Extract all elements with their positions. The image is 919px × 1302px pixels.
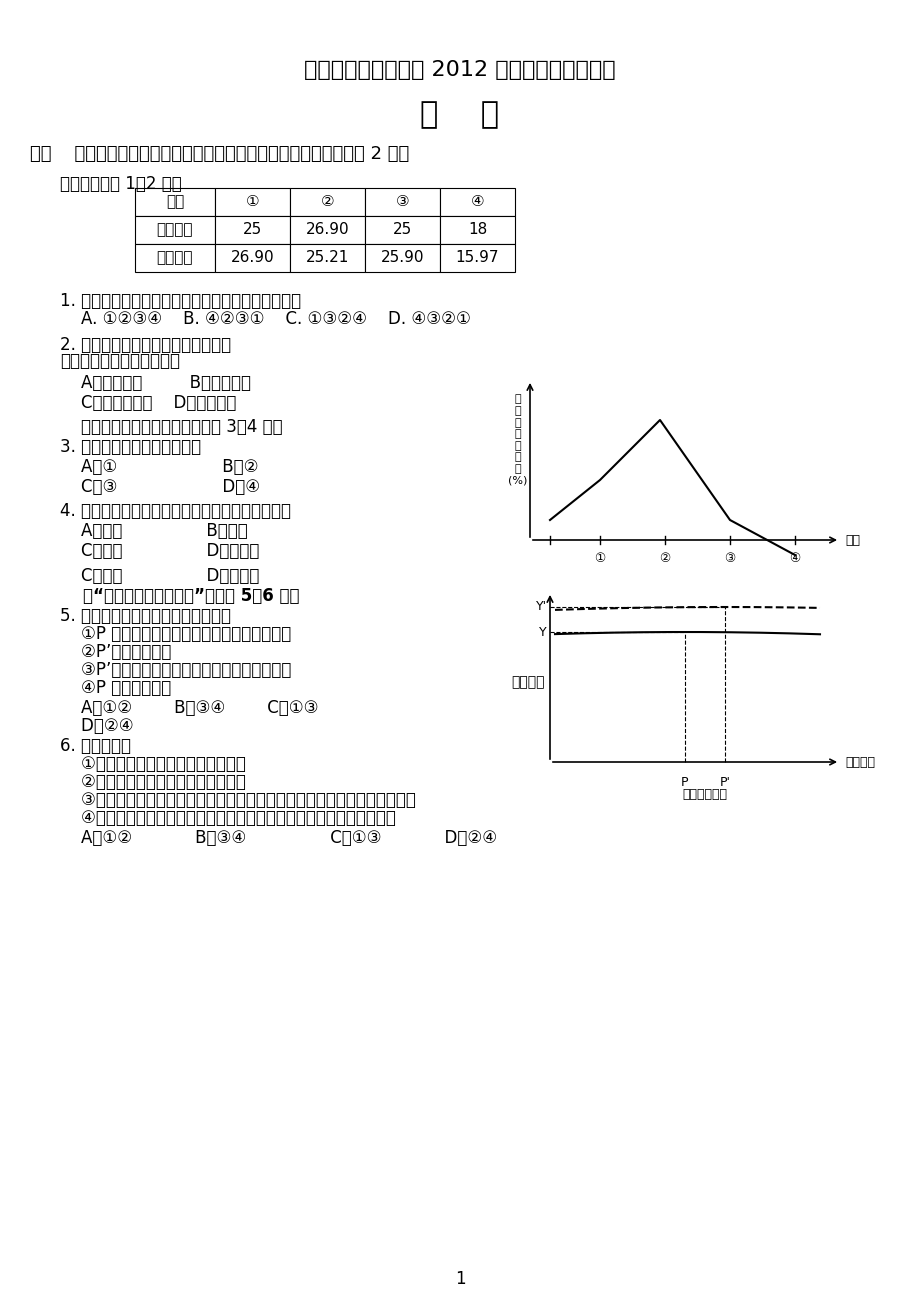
Bar [215,243,289,272]
Bar [529,572,849,792]
Text: A．埃及                B．中国: A．埃及 B．中国 [60,522,247,540]
Bar [289,243,365,272]
Text: ④: ④ [471,194,483,210]
Text: 25: 25 [392,223,412,237]
Text: 城市: 城市 [165,194,184,210]
Text: 26.90: 26.90 [305,223,349,237]
Text: P: P [680,776,688,789]
Text: 25: 25 [243,223,262,237]
Text: 读某国人口自然增长率图，完成 3～4 题。: 读某国人口自然增长率图，完成 3～4 题。 [60,418,282,436]
Text: 26.90: 26.90 [231,250,274,266]
Text: A．①②            B．③④                C．①③            D．②④: A．①② B．③④ C．①③ D．②④ [60,829,496,848]
Text: ④: ④ [789,552,800,565]
Text: 读“最佳人口规模示意图”，回答 5～6 题。: 读“最佳人口规模示意图”，回答 5～6 题。 [60,587,300,605]
Text: 15.97: 15.97 [455,250,499,266]
Text: ①: ① [594,552,605,565]
Bar [135,216,215,243]
Text: 5. 关于图中人口规模的叙述正确的是: 5. 关于图中人口规模的叙述正确的是 [60,607,231,625]
Text: ②: ② [321,194,334,210]
Text: ②人口规模与生活质量呈负相关关系: ②人口规模与生活质量呈负相关关系 [60,773,245,792]
Text: ③: ③ [395,194,409,210]
Bar [365,187,439,216]
Text: ③当人口水平低于最佳人口规模时，人口的增长和生活质量的提高呈正相关: ③当人口水平低于最佳人口规模时，人口的增长和生活质量的提高呈正相关 [60,792,415,809]
Text: Y: Y [539,625,547,638]
Text: 4. 下列各国中，人口发展情况与图示类型一致的是: 4. 下列各国中，人口发展情况与图示类型一致的是 [60,503,290,519]
Text: 年初人口: 年初人口 [156,223,193,237]
Text: 2. 表中某城市人口自然增长率最低，: 2. 表中某城市人口自然增长率最低， [60,336,231,354]
Bar [439,243,515,272]
Text: ④P 为环境承载力: ④P 为环境承载力 [60,680,171,697]
Text: 25.90: 25.90 [380,250,424,266]
Bar [439,187,515,216]
Text: ①人口规模与生活质量呈正相关关系: ①人口规模与生活质量呈正相关关系 [60,755,245,773]
Text: 6. 图中反映了: 6. 图中反映了 [60,737,130,755]
Bar [365,216,439,243]
Text: C．优美的环境    D．文化观念: C．优美的环境 D．文化观念 [60,395,236,411]
Text: 25.21: 25.21 [305,250,349,266]
Text: 下列原因分析最不可能的是: 下列原因分析最不可能的是 [60,352,180,370]
Bar [135,243,215,272]
Text: D．②④: D．②④ [60,717,133,736]
Bar [439,216,515,243]
Text: 一．    选择题（请选择最符合题意的选项，每题仅有一个选项，每题 2 分）: 一． 选择题（请选择最符合题意的选项，每题仅有一个选项，每题 2 分） [30,145,409,163]
Text: A. ①②③④    B. ④②③①    C. ①③②④    D. ④③②①: A. ①②③④ B. ④②③① C. ①③②④ D. ④③②① [60,310,471,328]
Text: ②: ② [659,552,670,565]
Bar [289,187,365,216]
Text: ①: ① [245,194,259,210]
Text: A．①②        B．③④        C．①③: A．①② B．③④ C．①③ [60,699,318,717]
Text: 年末人口: 年末人口 [156,250,193,266]
Text: 18: 18 [468,223,486,237]
Text: 读下表，完成 1～2 题。: 读下表，完成 1～2 题。 [60,174,182,193]
Text: C．德国                D．新加坡: C．德国 D．新加坡 [60,542,259,560]
Text: 最佳人口规模: 最佳人口规模 [682,788,727,801]
Text: 成都市六校协作体高 2012 级第二学期期中考试: 成都市六校协作体高 2012 级第二学期期中考试 [304,60,615,79]
Text: ①P 为较低生产力水平条件下的合理人口容量: ①P 为较低生产力水平条件下的合理人口容量 [60,625,291,643]
Text: 生活质量: 生活质量 [511,674,544,689]
Bar [365,243,439,272]
Text: ②P’为环境承载力: ②P’为环境承载力 [60,643,171,661]
Bar [215,216,289,243]
Text: 1. 该年四城市的人口自然增长率，由低到高排列的是: 1. 该年四城市的人口自然增长率，由低到高排列的是 [60,292,301,310]
Text: C．③                    D．④: C．③ D．④ [60,478,260,496]
Text: 人
口
自
然
增
长
率
(%): 人 口 自 然 增 长 率 (%) [508,395,528,486]
Text: 地    理: 地 理 [420,100,499,129]
Text: ④当人口水平高于最佳人口规模时，人口的增长将导致生活质量的下降: ④当人口水平高于最佳人口规模时，人口的增长将导致生活质量的下降 [60,809,395,827]
Text: 人口规模: 人口规模 [844,755,874,768]
Text: A．①                    B．②: A．① B．② [60,458,258,477]
Bar [135,187,215,216]
Text: ③: ③ [723,552,735,565]
Text: Y': Y' [535,600,547,613]
Text: 时间: 时间 [844,534,859,547]
Text: P': P' [719,776,730,789]
Text: C．德国                D．新加坡: C．德国 D．新加坡 [60,566,259,585]
Text: A．地区政策         B．晚婚习俗: A．地区政策 B．晚婚习俗 [60,374,251,392]
Text: 3. 该国人口达到顶峰的时期为: 3. 该国人口达到顶峰的时期为 [60,437,201,456]
Text: 1: 1 [454,1269,465,1288]
Bar [215,187,289,216]
Bar [289,216,365,243]
Text: ③P’为较高生产力水平条件下的合理人口容量: ③P’为较高生产力水平条件下的合理人口容量 [60,661,291,680]
